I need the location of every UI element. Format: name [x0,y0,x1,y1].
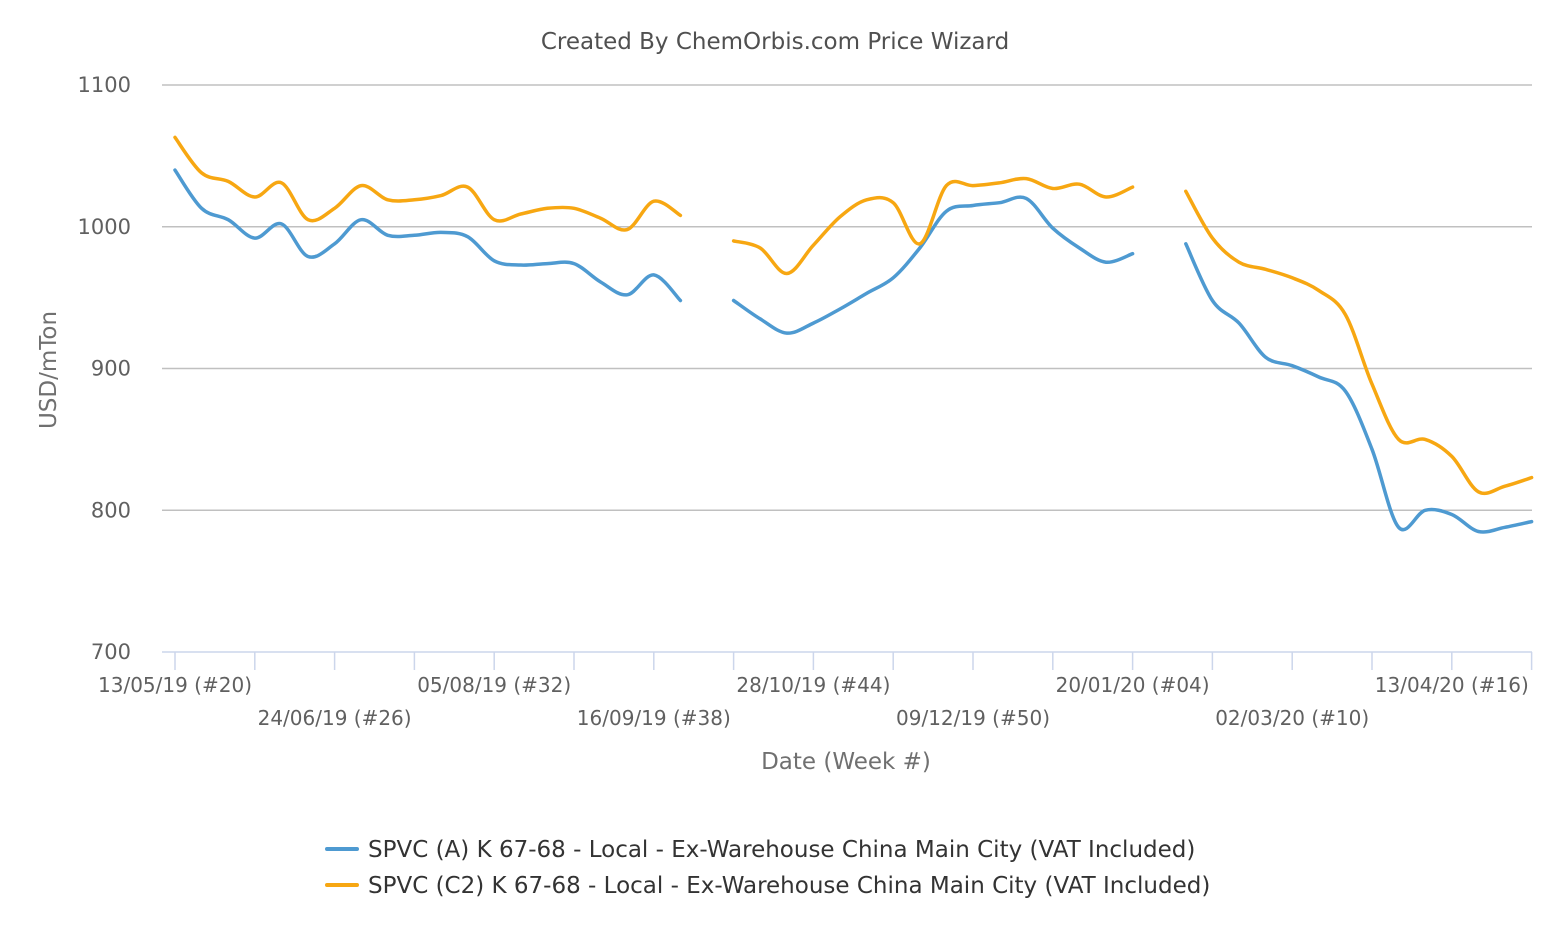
series-line-segment [173,168,683,303]
y-tick-label: 800 [91,498,131,522]
series-lines [173,135,1534,534]
x-axis-title: Date (Week #) [761,749,931,775]
legend-label: SPVC (C2) K 67-68 - Local - Ex-Warehouse… [368,873,1210,899]
x-tick-marks [174,652,1533,670]
series-line-segment [173,135,683,232]
x-tick-label: 05/08/19 (#32) [417,673,571,697]
x-tick-label: 20/01/20 (#04) [1056,673,1210,697]
y-gridlines [162,84,1532,511]
legend[interactable]: SPVC (A) K 67-68 - Local - Ex-Warehouse … [325,837,1210,899]
x-tick-label: 02/03/20 (#10) [1215,706,1369,730]
x-tick-label: 13/04/20 (#16) [1375,673,1529,697]
y-tick-label: 1000 [78,215,131,239]
series-spvc-a [173,168,1534,534]
legend-label: SPVC (A) K 67-68 - Local - Ex-Warehouse … [368,837,1195,863]
legend-item[interactable]: SPVC (A) K 67-68 - Local - Ex-Warehouse … [325,837,1195,863]
x-tick-label: 09/12/19 (#50) [896,706,1050,730]
x-tick-label: 16/09/19 (#38) [577,706,731,730]
y-tick-label: 900 [91,357,131,381]
series-spvc-c2 [173,135,1534,496]
y-axis-title: USD/mTon [36,311,62,429]
series-line-segment [1184,242,1534,534]
x-tick-labels: 13/05/19 (#20)24/06/19 (#26)05/08/19 (#3… [98,673,1529,730]
series-line-segment [731,195,1135,335]
series-line-segment [731,176,1135,276]
x-tick-label: 24/06/19 (#26) [258,706,412,730]
x-tick-label: 28/10/19 (#44) [736,673,890,697]
y-tick-label: 700 [91,640,131,664]
y-tick-labels: 700 800 900 1000 1100 [78,73,131,664]
chart-title: Created By ChemOrbis.com Price Wizard [541,29,1009,55]
legend-item[interactable]: SPVC (C2) K 67-68 - Local - Ex-Warehouse… [325,873,1210,899]
series-line-segment [1184,189,1534,496]
y-tick-label: 1100 [78,73,131,97]
x-tick-label: 13/05/19 (#20) [98,673,252,697]
